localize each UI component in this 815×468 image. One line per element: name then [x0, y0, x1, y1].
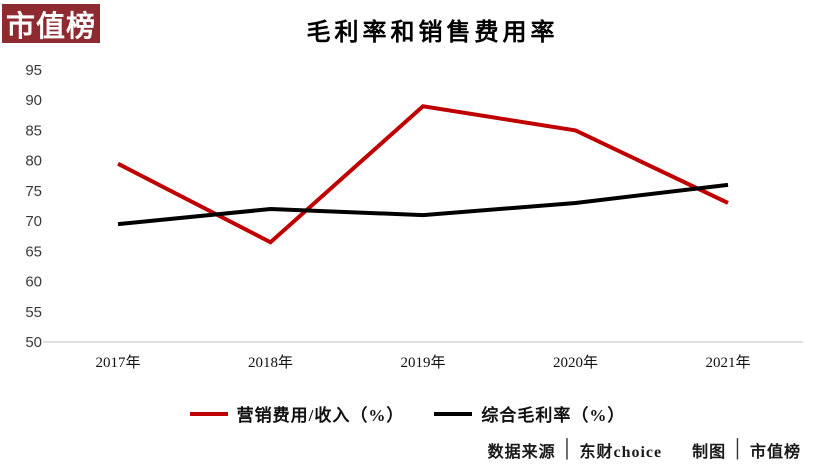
legend-item-gross-margin: 综合毛利率（%） [434, 401, 625, 426]
y-tick-label: 70 [25, 213, 42, 230]
y-tick-label: 55 [25, 304, 42, 321]
line-chart: 95 90 85 80 75 70 65 60 55 50 2017年 2018年 2019年 2020年… [25, 62, 803, 371]
legend-label-gross-margin: 综合毛利率（%） [481, 406, 626, 425]
x-tick-label: 2018年 [248, 354, 293, 371]
credit-label: 制图 [692, 444, 727, 461]
attribution: 数据来源 │ 东财choice 制图 │ 市值榜 [488, 438, 801, 462]
legend-label-marketing-expense: 营销费用/收入（%） [236, 406, 405, 425]
y-tick-label: 90 [25, 92, 42, 109]
chart-title: 毛利率和销售费用率 [306, 20, 559, 46]
x-tick-label: 2019年 [400, 354, 445, 371]
source-value: 东财choice [579, 444, 663, 461]
legend-item-marketing-expense: 营销费用/收入（%） [189, 401, 405, 426]
y-tick-label: 65 [25, 243, 42, 260]
y-tick-label: 60 [25, 274, 42, 291]
divider: │ [732, 439, 744, 460]
y-tick-label: 95 [25, 62, 42, 79]
divider: │ [561, 439, 574, 460]
x-tick-label: 2021年 [705, 354, 750, 371]
x-tick-label: 2020年 [553, 354, 598, 371]
brand-logo: 市值榜 [2, 4, 100, 43]
y-tick-label: 85 [25, 122, 42, 139]
series-line-0 [117, 104, 729, 245]
series-line-1 [117, 182, 729, 227]
y-tick-label: 75 [25, 183, 42, 200]
credit-value: 市值榜 [749, 444, 801, 461]
black-line-swatch-icon [434, 411, 473, 416]
x-tick-label: 2017年 [95, 354, 140, 371]
y-tick-label: 50 [25, 334, 42, 351]
y-tick-label: 80 [25, 153, 42, 170]
red-line-swatch-icon [189, 411, 228, 416]
source-label: 数据来源 [487, 444, 556, 461]
legend: 营销费用/收入（%） 综合毛利率（%） [0, 401, 815, 426]
